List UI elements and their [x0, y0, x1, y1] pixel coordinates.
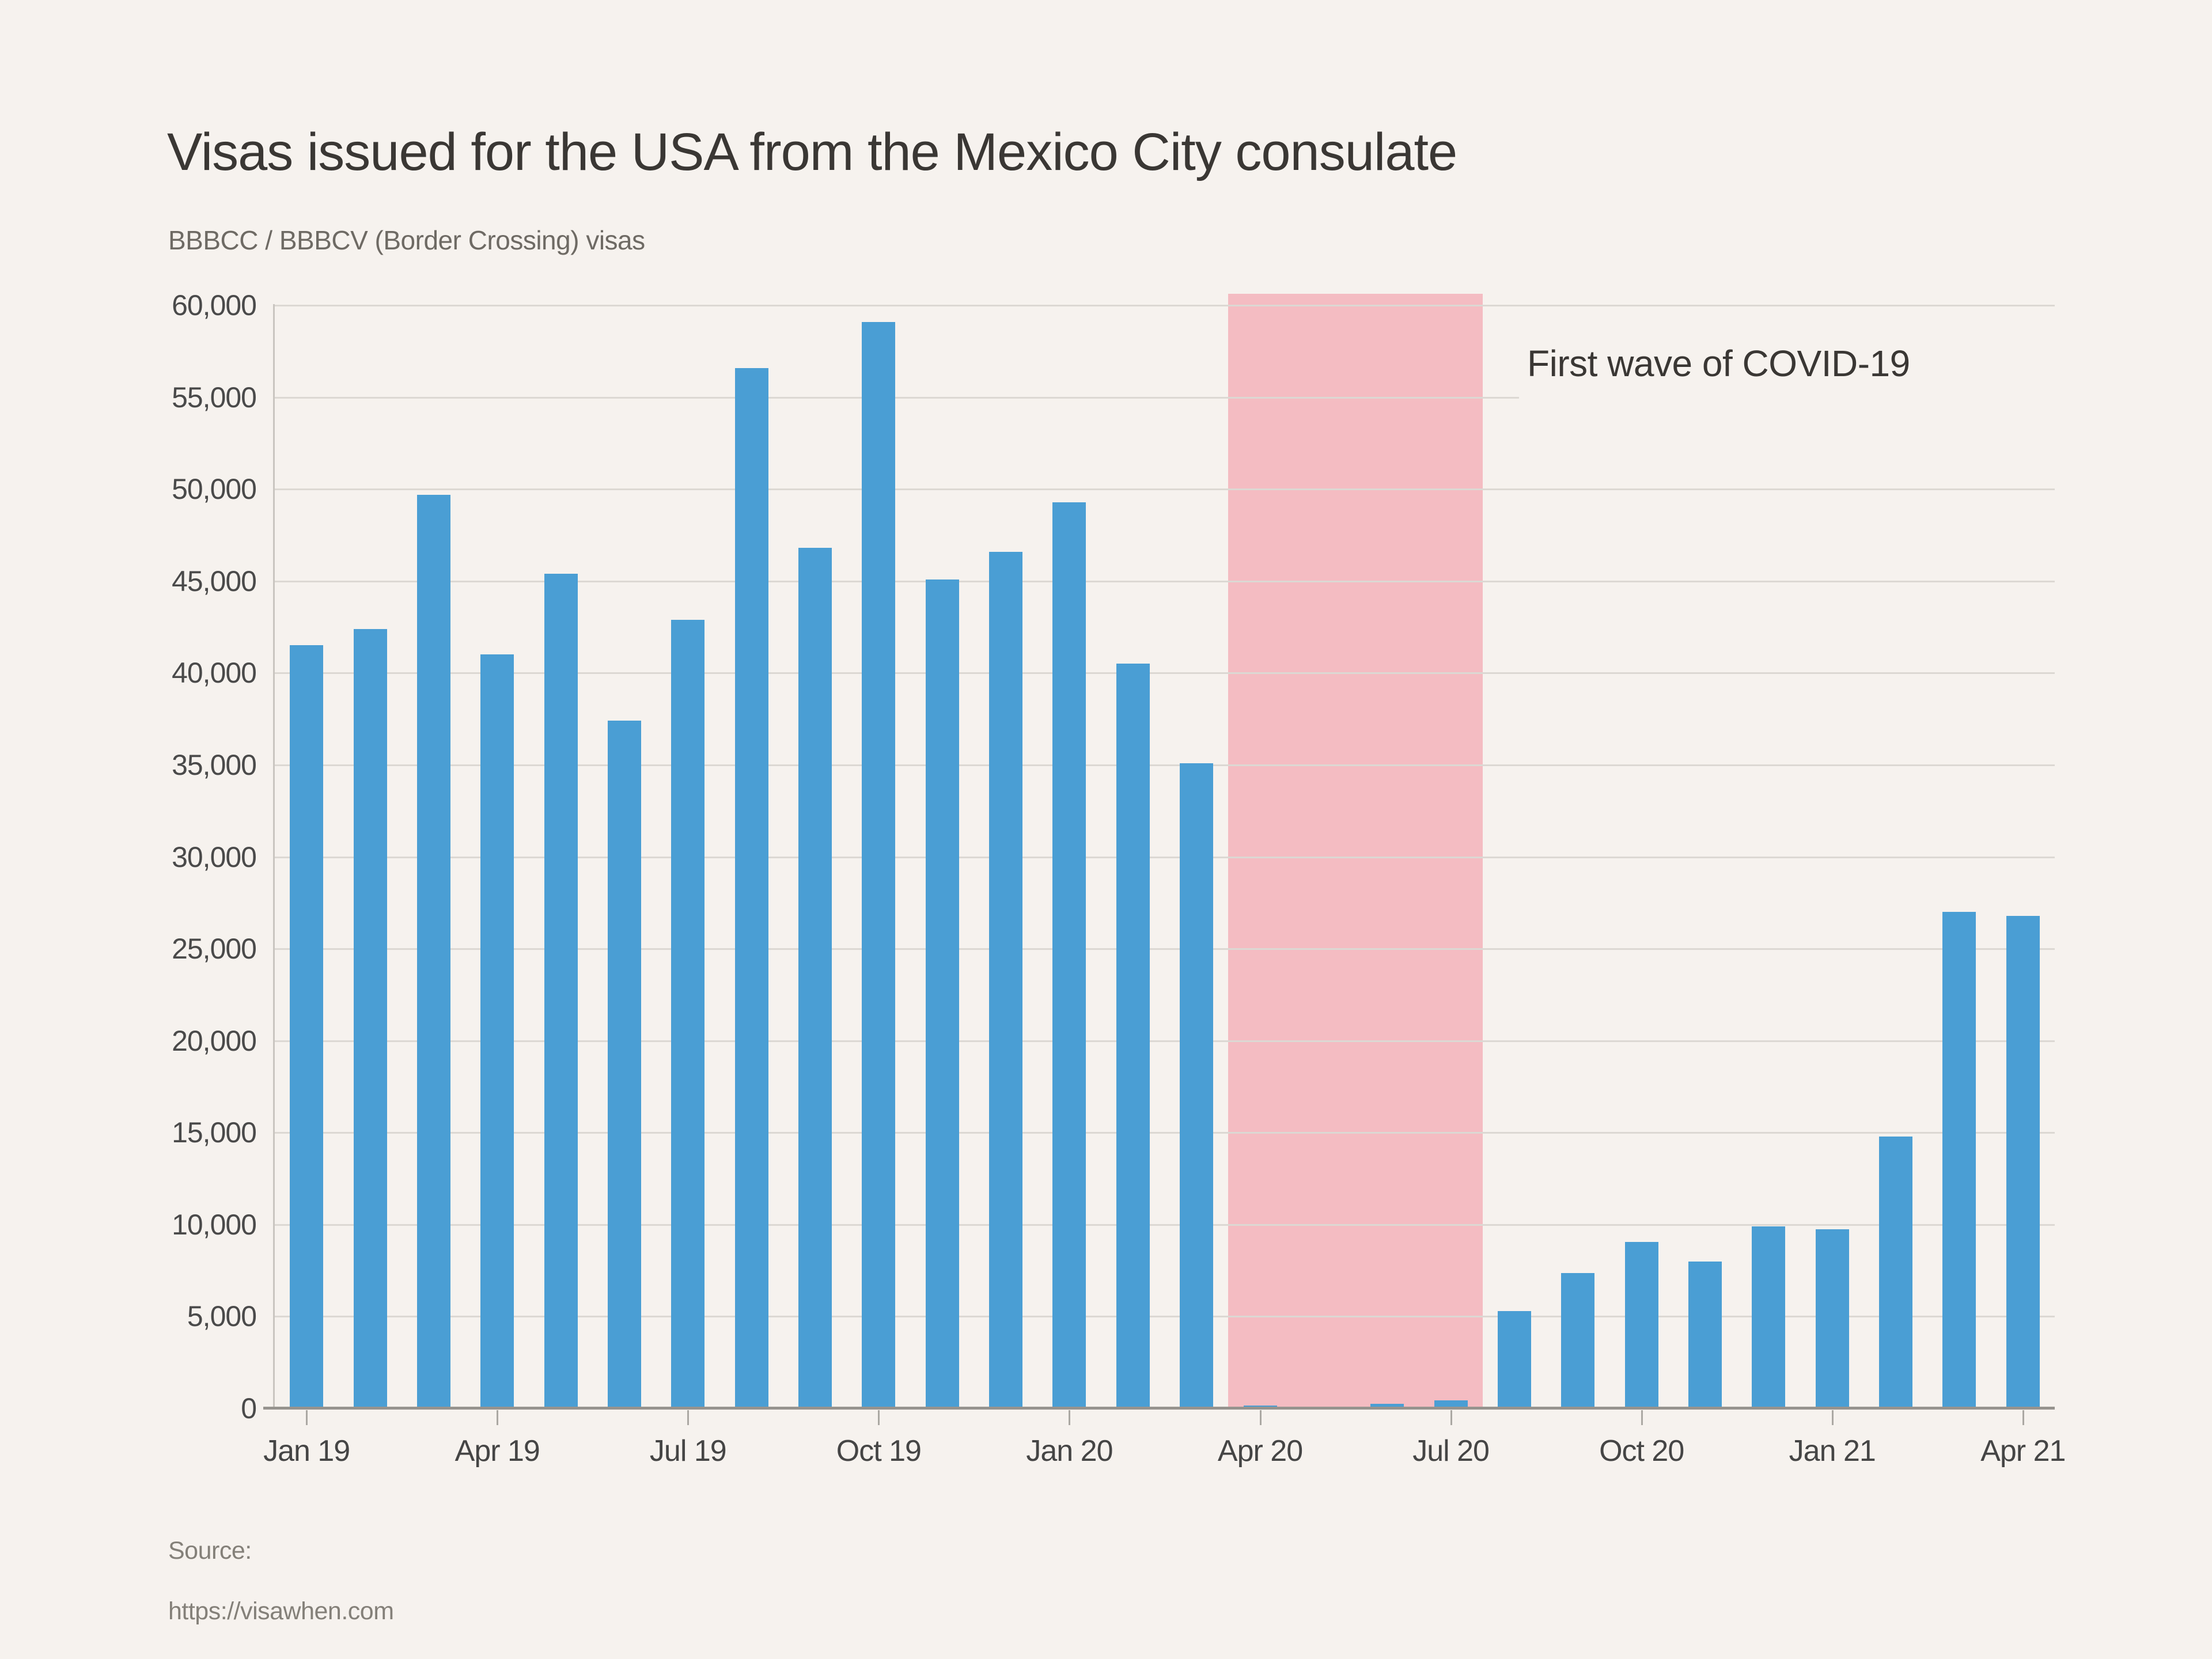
- bar-nov-19[interactable]: [925, 579, 959, 1408]
- plot-area: 0 5,000 10,000 15,000 20,000 25,000 30,000 35,0…: [172, 289, 2101, 1468]
- bar-dec-19[interactable]: [989, 551, 1023, 1408]
- source-block: Source: https://visawhen.com: [168, 1521, 394, 1642]
- gridline-50000: [275, 488, 2055, 491]
- bar-aug-19[interactable]: [734, 368, 768, 1408]
- bar-may-19[interactable]: [544, 573, 578, 1408]
- y-axis-label-10000: 10,000: [172, 1208, 257, 1241]
- gridline-55000: [275, 396, 2055, 399]
- y-axis-label-50000: 50,000: [172, 473, 257, 506]
- gridline-60000: [275, 305, 2055, 306]
- x-axis-label-jul-19: Jul 19: [649, 1434, 727, 1468]
- gridline-15000: [275, 1132, 2055, 1134]
- bar-oct-20[interactable]: [1624, 1242, 1658, 1408]
- y-axis-label-60000: 60,000: [172, 289, 257, 321]
- x-axis-label-jul-20: Jul 20: [1412, 1434, 1490, 1468]
- x-axis-line: [263, 1407, 2055, 1410]
- gridline-20000: [275, 1040, 2055, 1042]
- bar-jan-19[interactable]: [290, 645, 324, 1408]
- y-axis-label-5000: 5,000: [187, 1300, 257, 1333]
- x-axis-label-oct-19: Oct 19: [836, 1434, 922, 1468]
- y-axis-label-30000: 30,000: [172, 840, 257, 873]
- bar-sep-19[interactable]: [798, 548, 832, 1408]
- x-tick-apr-19: [497, 1410, 499, 1425]
- bar-mar-21[interactable]: [1942, 912, 1976, 1408]
- bar-mar-19[interactable]: [416, 494, 450, 1408]
- y-axis-label-0: 0: [241, 1392, 257, 1425]
- x-axis-label-jan-19: Jan 19: [263, 1434, 350, 1468]
- y-axis-label-40000: 40,000: [172, 657, 257, 690]
- bar-feb-20[interactable]: [1116, 664, 1150, 1408]
- y-axis-label-20000: 20,000: [172, 1024, 257, 1057]
- x-tick-jan-21: [1831, 1410, 1834, 1425]
- x-tick-jan-19: [306, 1410, 308, 1425]
- bar-jul-19[interactable]: [671, 619, 705, 1408]
- bar-mar-20[interactable]: [1180, 763, 1214, 1408]
- y-axis-line: [273, 304, 275, 1408]
- y-axis-label-55000: 55,000: [172, 381, 257, 414]
- x-axis-label-jan-21: Jan 21: [1789, 1434, 1876, 1468]
- bar-jul-20[interactable]: [1434, 1400, 1468, 1408]
- gridline-45000: [275, 580, 2055, 582]
- x-tick-oct-20: [1641, 1410, 1643, 1425]
- covid-annotation: First wave of COVID-19: [1519, 324, 2101, 421]
- x-axis-label-apr-19: Apr 19: [454, 1434, 540, 1468]
- gridline-25000: [275, 948, 2055, 950]
- source-label: Source:: [168, 1537, 252, 1565]
- y-axis-label-45000: 45,000: [172, 565, 257, 597]
- bar-feb-19[interactable]: [353, 628, 387, 1408]
- chart-title: Visas issued for the USA from the Mexico…: [167, 123, 1457, 181]
- bar-jun-20[interactable]: [1370, 1404, 1404, 1408]
- x-tick-jan-20: [1069, 1410, 1071, 1425]
- y-axis-label-25000: 25,000: [172, 933, 257, 965]
- gridline-30000: [275, 856, 2055, 858]
- x-tick-jul-19: [687, 1410, 690, 1425]
- bar-oct-19[interactable]: [862, 321, 896, 1408]
- y-axis-label-35000: 35,000: [172, 748, 257, 781]
- gridline-35000: [275, 764, 2055, 766]
- bar-jan-21[interactable]: [1815, 1229, 1849, 1408]
- gridline-10000: [275, 1224, 2055, 1226]
- gridline-5000: [275, 1316, 2055, 1318]
- bar-sep-20[interactable]: [1561, 1273, 1595, 1408]
- source-url[interactable]: https://visawhen.com: [168, 1597, 394, 1625]
- x-tick-jul-20: [1450, 1410, 1452, 1425]
- bar-aug-20[interactable]: [1497, 1310, 1531, 1408]
- x-axis-label-jan-20: Jan 20: [1026, 1434, 1113, 1468]
- bar-apr-19[interactable]: [480, 654, 514, 1408]
- gridline-40000: [275, 672, 2055, 675]
- bar-apr-21[interactable]: [2006, 915, 2040, 1408]
- x-tick-oct-19: [878, 1410, 880, 1425]
- x-axis-label-apr-21: Apr 21: [1980, 1434, 2066, 1468]
- x-tick-apr-20: [1259, 1410, 1262, 1425]
- bar-jan-20[interactable]: [1052, 502, 1086, 1408]
- bar-dec-20[interactable]: [1752, 1226, 1786, 1408]
- bar-feb-21[interactable]: [1879, 1136, 1913, 1408]
- y-axis-label-15000: 15,000: [172, 1116, 257, 1149]
- x-axis-label-oct-20: Oct 20: [1599, 1434, 1684, 1468]
- chart-subtitle: BBBCC / BBBCV (Border Crossing) visas: [168, 225, 645, 255]
- bar-jun-19[interactable]: [607, 721, 641, 1408]
- x-tick-apr-21: [2022, 1410, 2024, 1425]
- x-axis-label-apr-20: Apr 20: [1217, 1434, 1303, 1468]
- covid-highlight-band: [1228, 294, 1483, 1408]
- bar-nov-20[interactable]: [1688, 1261, 1722, 1408]
